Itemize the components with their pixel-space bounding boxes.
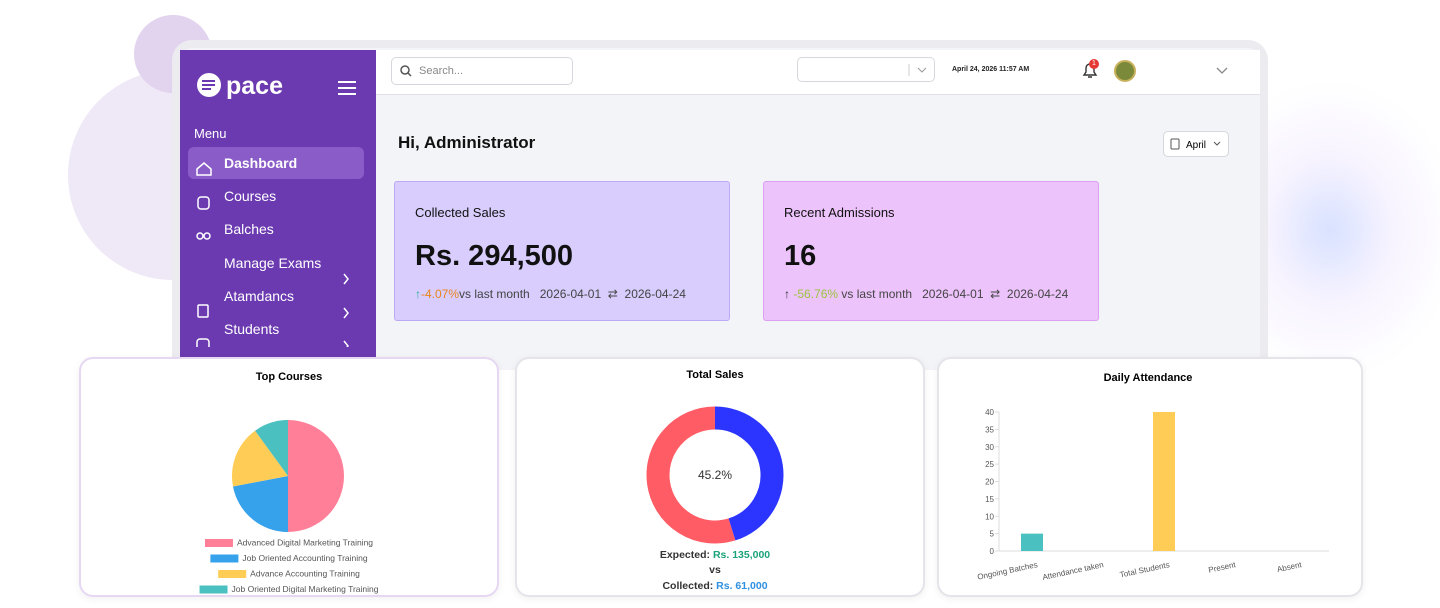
y-tick-label: 25 (985, 460, 994, 469)
legend-swatch (204, 539, 233, 547)
y-tick-label: 20 (985, 478, 994, 487)
center-label: 45.2% (698, 468, 732, 482)
x-tick-label: Absent (1276, 560, 1303, 574)
y-tick-label: 5 (990, 530, 995, 539)
pie-slice (232, 430, 288, 487)
summary-value: Rs. 135,000 (713, 549, 770, 561)
y-tick-label: 0 (990, 547, 995, 556)
nav-item[interactable]: Atamdancs (224, 288, 295, 304)
legend-label: Advanced Digital Marketing Training (237, 537, 373, 547)
summary-line: Expected: Rs. 135,000 (660, 549, 770, 561)
legend-swatch (199, 585, 228, 594)
chart-title: Total Sales (686, 369, 743, 381)
summary-line: Collected: Rs. 61,000 (662, 580, 767, 592)
x-tick-label: Total Students (1119, 560, 1170, 579)
x-tick-label: Attendance taken (1042, 560, 1105, 582)
stat-card: Collected Sales Rs. 294,500 ↑-4.07%vs la… (394, 181, 730, 321)
pie-slice (255, 420, 288, 476)
card-title: Collected Sales (415, 205, 506, 220)
datetime: April 24, 2026 11:57 AM (952, 66, 1030, 73)
nav-item[interactable]: Balches (224, 221, 274, 237)
card-value: 16 (784, 240, 817, 272)
date-from: 2026-04-01 (539, 287, 602, 301)
x-tick-label: Present (1208, 560, 1238, 575)
legend-label: Advance Accounting Training (250, 568, 360, 578)
chart-title: Daily Attendance (1104, 372, 1193, 384)
y-tick-label: 40 (985, 408, 994, 417)
nav-item[interactable]: Manage Exams (224, 255, 322, 271)
summary-line: vs (709, 564, 721, 576)
month-icons (1170, 138, 1221, 150)
card-footer: ↑-4.07%vs last month 2026-04-01 ⇄ 2026-0… (415, 287, 686, 301)
date-to: 2026-04-24 (1006, 287, 1069, 301)
menu-toggle[interactable] (338, 81, 356, 95)
profile-arrow[interactable] (1216, 67, 1228, 75)
date-to: 2026-04-24 (624, 287, 686, 301)
chart-card: Total Sales 45.2% Expected: Rs. 135,000 vs C… (515, 357, 925, 597)
sidebar: pace Menu Dashboard Courses Balches Mana… (180, 50, 376, 360)
search-icon (400, 65, 412, 77)
card-title: Recent Admissions (784, 205, 895, 220)
greeting: Hi, Administrator (398, 133, 536, 152)
y-tick-label: 10 (985, 512, 994, 521)
legend-label: Job Oriented Accounting Training (242, 553, 367, 563)
card-value: Rs. 294,500 (415, 240, 574, 272)
chart-card: Top Courses Advanced Digital Marketing Tr… (79, 357, 499, 597)
y-tick-label: 35 (985, 425, 994, 434)
x-tick-label: Ongoing Batches (977, 560, 1039, 582)
pie-slice (232, 476, 288, 532)
arrow: ↑ (784, 287, 790, 301)
chart: Top Courses Advanced Digital Marketing Tr… (199, 371, 379, 594)
arrow: ↑ (415, 287, 421, 301)
summary-label: vs (709, 564, 721, 576)
card-footer: ↑ -56.76% vs last month 2026-04-01 ⇄ 202… (784, 287, 1069, 301)
y-tick-label: 30 (985, 443, 994, 452)
legend-swatch (210, 554, 239, 563)
legend-label: Job Oriented Digital Marketing Training (232, 584, 379, 594)
comparison: vs last month (459, 287, 530, 301)
nav-item[interactable]: Courses (224, 188, 277, 204)
select[interactable] (797, 57, 935, 82)
select-arrow (908, 64, 927, 76)
chart-card: Daily Attendance 0 5 10 15 20 25 30 35 40 Ongoing … (937, 357, 1363, 597)
chart: Total Sales 45.2% Expected: Rs. 135,000 vs C… (646, 369, 784, 592)
date-from: 2026-04-01 (922, 287, 984, 301)
stat-card: Recent Admissions 16 ↑ -56.76% vs last m… (763, 181, 1099, 321)
chart: Daily Attendance 0 5 10 15 20 25 30 35 40 Ongoing … (977, 372, 1329, 582)
y-tick-label: 15 (985, 495, 994, 504)
change: -4.07% (421, 287, 460, 301)
search-input[interactable]: Search... (391, 57, 573, 85)
logo: pace (226, 72, 283, 100)
legend-swatch (218, 570, 247, 578)
change: -56.76% (793, 287, 839, 301)
donut-remaining (646, 406, 736, 544)
avatar[interactable] (1114, 60, 1136, 82)
pie-slice (288, 420, 344, 532)
chart-title: Top Courses (256, 371, 322, 383)
notification-badge: 1 (1089, 59, 1099, 69)
nav-item[interactable]: Dashboard (188, 147, 364, 179)
summary-value: Rs. 61,000 (716, 580, 768, 592)
nav-item[interactable]: Students (224, 321, 280, 337)
summary-label: Expected: (660, 549, 710, 561)
bar (1021, 533, 1043, 551)
bar (1153, 412, 1175, 551)
logo-icon (197, 73, 221, 97)
nav-icons (196, 162, 349, 347)
menu-label: Menu (194, 126, 227, 141)
summary-label: Collected: (662, 580, 713, 592)
comparison: vs last month (841, 287, 913, 301)
donut-collected (714, 406, 784, 541)
